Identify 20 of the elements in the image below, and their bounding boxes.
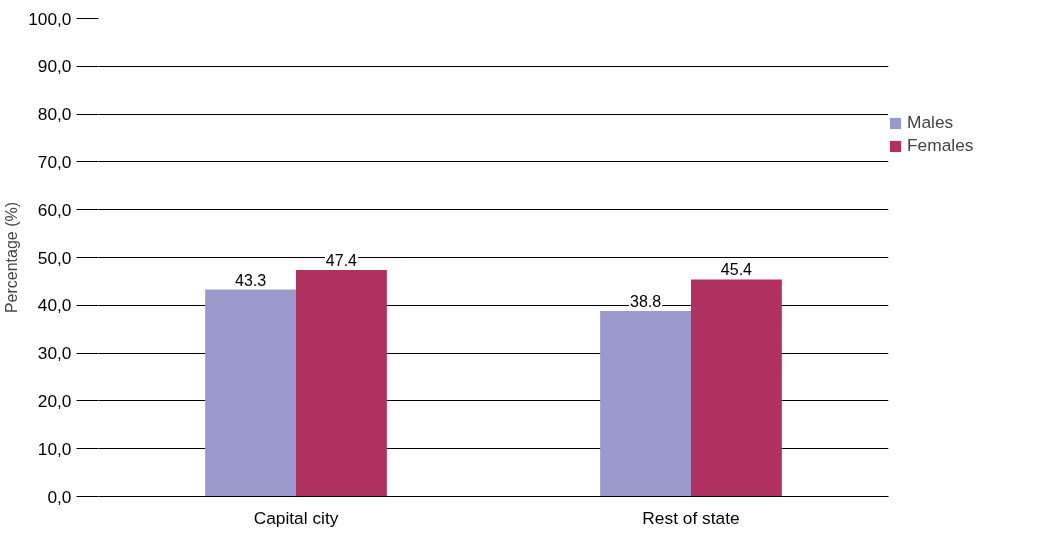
data-label: 45.4	[720, 261, 753, 279]
y-tick-label: 10,0	[37, 438, 72, 459]
legend-label: Females	[907, 135, 974, 156]
data-label: 47.4	[325, 251, 358, 269]
x-tick-label: Capital city	[253, 507, 339, 528]
y-tick-label: 20,0	[37, 390, 72, 411]
y-tick-label: 70,0	[37, 151, 72, 172]
y-axis-title: Percentage (%)	[3, 201, 21, 314]
y-tick-label: 80,0	[37, 104, 72, 125]
x-tick-label: Rest of state	[642, 507, 740, 528]
y-tick-label: 60,0	[37, 199, 72, 220]
y-tick-label: 90,0	[37, 56, 72, 77]
data-label: 38.8	[630, 293, 662, 311]
y-tick-label: 100,0	[28, 8, 72, 29]
data-label: 43.3	[235, 271, 267, 289]
legend-label: Males	[907, 112, 954, 133]
y-tick-label: 50,0	[37, 247, 72, 268]
y-tick-label: 0,0	[47, 486, 72, 507]
y-tick-label: 40,0	[37, 295, 72, 316]
y-tick-label: 30,0	[37, 343, 72, 364]
